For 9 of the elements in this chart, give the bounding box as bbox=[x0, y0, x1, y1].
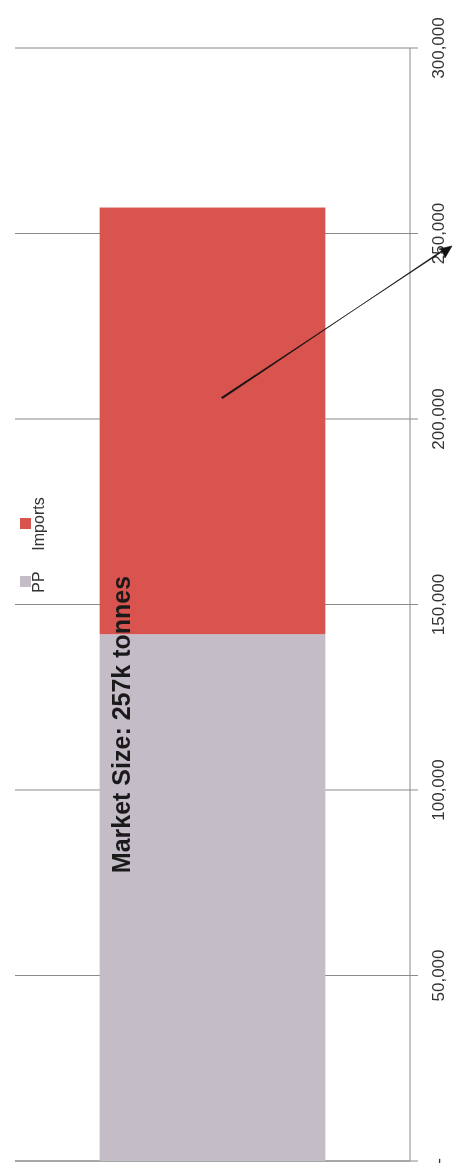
y-tick-label: 200,000 bbox=[429, 388, 449, 450]
annotation: Market Size: 257k tonnes bbox=[107, 575, 136, 874]
y-tick-label: 300,000 bbox=[429, 17, 449, 79]
legend-label: Imports bbox=[30, 497, 48, 551]
y-tick-label: 150,000 bbox=[429, 573, 449, 636]
y-tick-label: - bbox=[429, 1158, 449, 1164]
y-tick-label: 50,000 bbox=[429, 949, 449, 1002]
legend-label: PP bbox=[30, 571, 48, 593]
y-tick-label: 100,000 bbox=[429, 759, 449, 821]
